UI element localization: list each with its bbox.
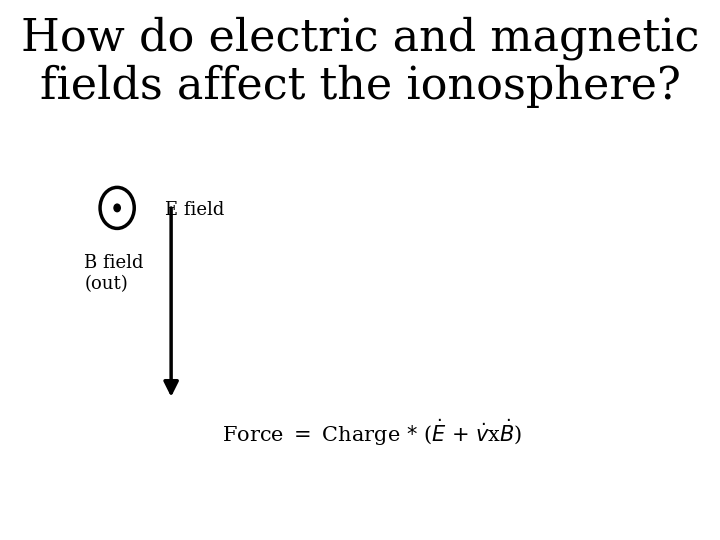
Text: E field: E field (165, 201, 225, 219)
Text: How do electric and magnetic
fields affect the ionosphere?: How do electric and magnetic fields affe… (21, 16, 699, 108)
Text: B field
(out): B field (out) (84, 254, 144, 293)
Text: Force $=$ Charge $*$ ($\dot{E}$ $+$ $\dot{v}$x$\dot{B}$): Force $=$ Charge $*$ ($\dot{E}$ $+$ $\do… (222, 417, 522, 448)
Ellipse shape (114, 204, 120, 212)
